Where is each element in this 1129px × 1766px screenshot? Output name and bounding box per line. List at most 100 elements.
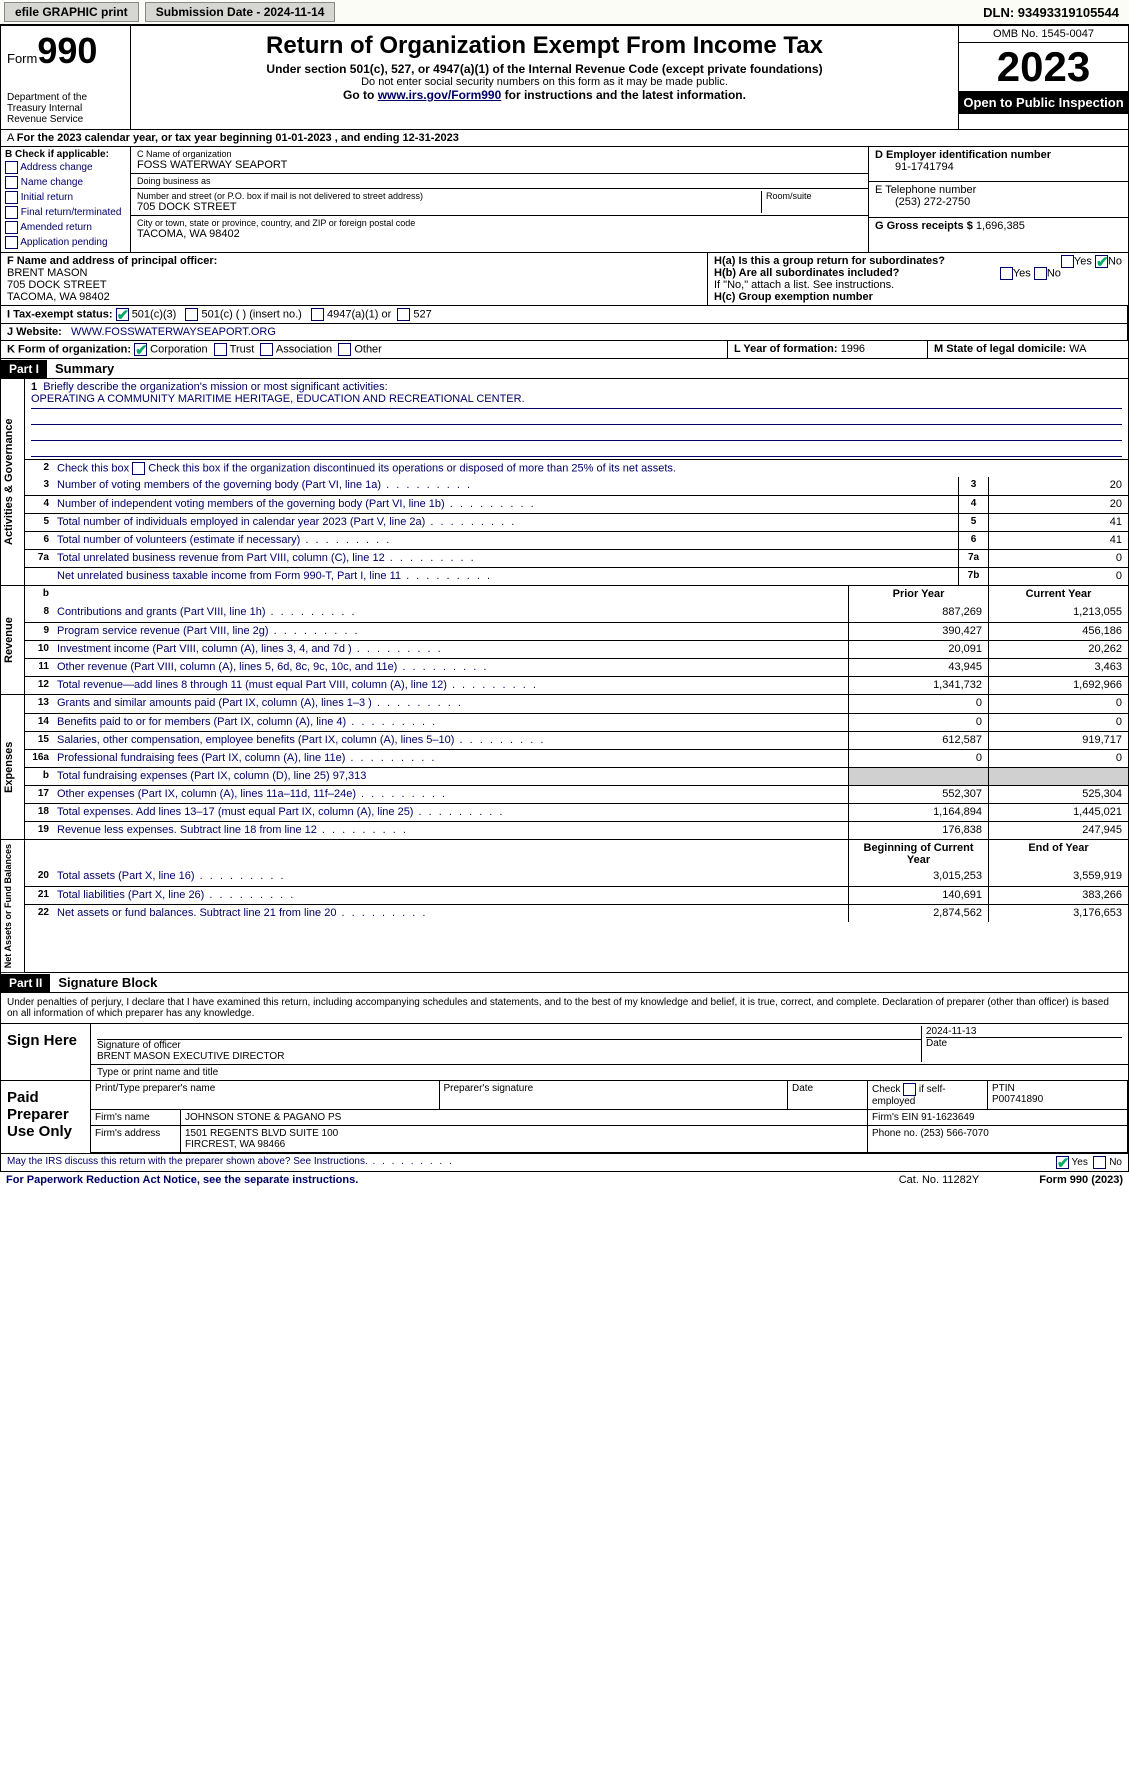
phone-value: (253) 272-2750	[875, 196, 1122, 208]
state-domicile: WA	[1069, 343, 1086, 355]
dba-label: Doing business as	[137, 176, 862, 186]
prior-year-header: Prior Year	[848, 586, 988, 604]
city-label: City or town, state or province, country…	[137, 218, 862, 228]
summary-line: 3Number of voting members of the governi…	[25, 477, 1128, 495]
line2-desc: Check this box Check this box if the org…	[53, 460, 1128, 477]
hb-no[interactable]	[1034, 267, 1047, 280]
mission-blank3	[31, 441, 1122, 457]
year-formation: 1996	[841, 343, 865, 355]
ein-label: D Employer identification number	[875, 149, 1051, 161]
website-value[interactable]: WWW.FOSSWATERWAYSEAPORT.ORG	[71, 326, 276, 338]
part2-title: Signature Block	[50, 973, 165, 992]
mission-blank2	[31, 425, 1122, 441]
summary-line: 13Grants and similar amounts paid (Part …	[25, 695, 1128, 713]
summary-line: 14Benefits paid to or for members (Part …	[25, 713, 1128, 731]
summary-line: 18Total expenses. Add lines 13–17 (must …	[25, 803, 1128, 821]
prep-sig-label: Preparer's signature	[440, 1081, 789, 1110]
summary-line: 20Total assets (Part X, line 16)3,015,25…	[25, 868, 1128, 886]
row-klm: K Form of organization: Corporation Trus…	[0, 341, 1129, 359]
gross-label: G Gross receipts $	[875, 220, 973, 232]
paperwork-notice: For Paperwork Reduction Act Notice, see …	[6, 1174, 358, 1186]
check-initial-return[interactable]: Initial return	[5, 190, 126, 205]
check-final-return[interactable]: Final return/terminated	[5, 205, 126, 220]
date-label: Date	[926, 1038, 1122, 1049]
check-corp[interactable]	[134, 343, 147, 356]
summary-expenses: Expenses 13Grants and similar amounts pa…	[0, 695, 1129, 840]
ptin-value: P00741890	[992, 1094, 1043, 1105]
part1-header: Part I Summary	[0, 359, 1129, 379]
check-trust[interactable]	[214, 343, 227, 356]
prep-self-employed: Check if self-employed	[868, 1081, 988, 1110]
firm-name-label: Firm's name	[91, 1110, 181, 1126]
may-irs-discuss: May the IRS discuss this return with the…	[7, 1156, 454, 1169]
summary-line: 22Net assets or fund balances. Subtract …	[25, 904, 1128, 922]
room-label: Room/suite	[766, 191, 862, 201]
street-label: Number and street (or P.O. box if mail i…	[137, 191, 757, 201]
header-sub3: Go to www.irs.gov/Form990 for instructio…	[137, 88, 952, 102]
irs-link[interactable]: www.irs.gov/Form990	[378, 88, 502, 102]
ha-yes[interactable]	[1061, 255, 1074, 268]
firm-addr1: 1501 REGENTS BLVD SUITE 100	[185, 1128, 338, 1139]
efile-print-button[interactable]: efile GRAPHIC print	[4, 2, 139, 22]
mission-text: OPERATING A COMMUNITY MARITIME HERITAGE,…	[31, 393, 1122, 409]
dept-treasury: Department of the Treasury Internal Reve…	[7, 92, 124, 125]
i-label: I Tax-exempt status:	[7, 308, 113, 320]
summary-line: 5Total number of individuals employed in…	[25, 513, 1128, 531]
discuss-yes[interactable]	[1056, 1156, 1069, 1169]
eoy-header: End of Year	[988, 840, 1128, 868]
side-expenses: Expenses	[1, 695, 25, 839]
hb-label: H(b) Are all subordinates included?	[714, 267, 899, 279]
signature-block: Under penalties of perjury, I declare th…	[0, 993, 1129, 1172]
check-501c[interactable]	[185, 308, 198, 321]
check-amended[interactable]: Amended return	[5, 220, 126, 235]
sig-officer-label: Signature of officer	[97, 1040, 921, 1051]
firm-phone: (253) 566-7070	[920, 1128, 988, 1139]
type-print-label: Type or print name and title	[97, 1067, 218, 1078]
dln: DLN: 93493319105544	[983, 5, 1125, 20]
check-address-change[interactable]: Address change	[5, 160, 126, 175]
check-self-employed[interactable]	[903, 1083, 916, 1096]
side-governance: Activities & Governance	[1, 379, 25, 585]
f-label: F Name and address of principal officer:	[7, 255, 217, 267]
row-j: J Website: WWW.FOSSWATERWAYSEAPORT.ORG	[0, 324, 1129, 341]
paid-preparer-label: Paid Preparer Use Only	[1, 1081, 91, 1153]
form-label: Form	[7, 51, 37, 66]
header-sub2: Do not enter social security numbers on …	[137, 76, 952, 88]
ha-no[interactable]	[1095, 255, 1108, 268]
mission-label: Briefly describe the organization's miss…	[43, 381, 387, 393]
boy-header: Beginning of Current Year	[848, 840, 988, 868]
summary-line: 9Program service revenue (Part VIII, lin…	[25, 622, 1128, 640]
summary-line: 12Total revenue—add lines 8 through 11 (…	[25, 676, 1128, 694]
box-deg: D Employer identification number 91-1741…	[868, 147, 1128, 252]
check-app-pending[interactable]: Application pending	[5, 235, 126, 250]
summary-line: 4Number of independent voting members of…	[25, 495, 1128, 513]
summary-line: 21Total liabilities (Part X, line 26)140…	[25, 886, 1128, 904]
side-netassets: Net Assets or Fund Balances	[1, 840, 25, 972]
firm-addr2: FIRCREST, WA 98466	[185, 1139, 285, 1150]
sig-officer-name: BRENT MASON EXECUTIVE DIRECTOR	[97, 1051, 921, 1062]
tax-year: 2023	[959, 43, 1128, 91]
summary-line: 16aProfessional fundraising fees (Part I…	[25, 749, 1128, 767]
current-year-header: Current Year	[988, 586, 1128, 604]
ptin-label: PTIN	[992, 1083, 1015, 1094]
declaration: Under penalties of perjury, I declare th…	[1, 993, 1128, 1023]
firm-ein-label: Firm's EIN	[872, 1112, 918, 1123]
check-name-change[interactable]: Name change	[5, 175, 126, 190]
check-discontinued[interactable]	[132, 462, 145, 475]
form-number: 990	[37, 30, 97, 71]
header-right: OMB No. 1545-0047 2023 Open to Public In…	[958, 26, 1128, 129]
check-assoc[interactable]	[260, 343, 273, 356]
check-527[interactable]	[397, 308, 410, 321]
omb-number: OMB No. 1545-0047	[959, 26, 1128, 43]
officer-city: TACOMA, WA 98402	[7, 291, 110, 303]
firm-addr-label: Firm's address	[91, 1126, 181, 1153]
check-other[interactable]	[338, 343, 351, 356]
part1-title: Summary	[47, 359, 122, 378]
summary-governance: Activities & Governance 1 Briefly descri…	[0, 379, 1129, 586]
firm-phone-label: Phone no.	[872, 1128, 918, 1139]
hb-yes[interactable]	[1000, 267, 1013, 280]
check-501c3[interactable]	[116, 308, 129, 321]
j-label: J Website:	[7, 326, 62, 338]
discuss-no[interactable]	[1093, 1156, 1106, 1169]
check-4947[interactable]	[311, 308, 324, 321]
